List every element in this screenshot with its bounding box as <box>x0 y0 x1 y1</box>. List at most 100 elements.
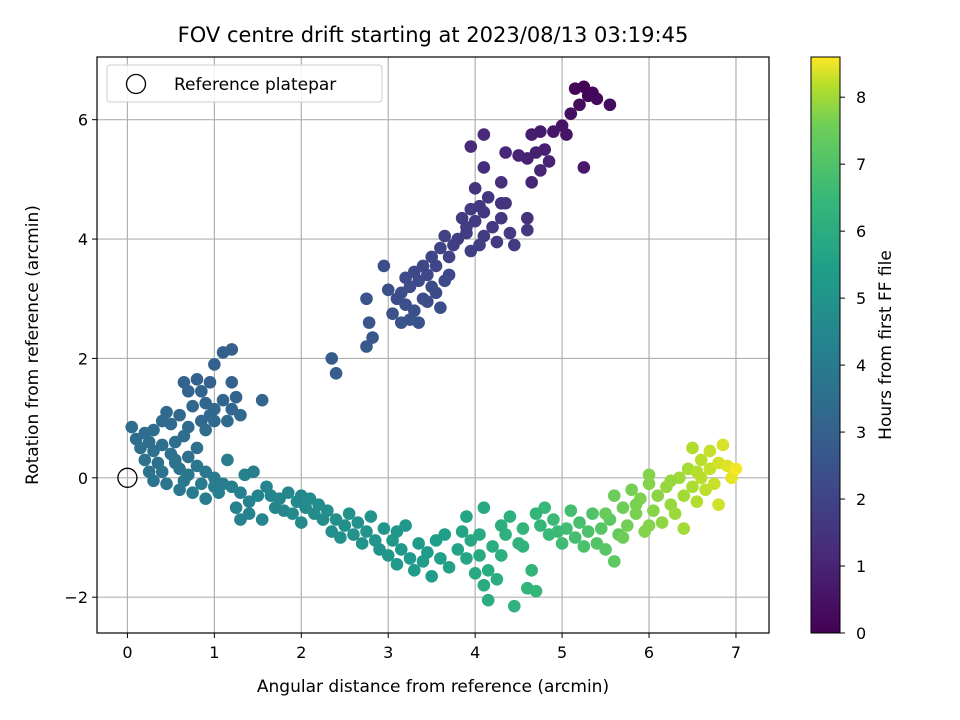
data-point-167 <box>321 504 334 517</box>
data-point-177 <box>364 510 378 523</box>
data-point-24 <box>477 161 491 174</box>
data-point-275 <box>712 498 725 511</box>
gridlines <box>97 57 769 633</box>
data-point-81 <box>460 226 473 240</box>
x-axis-label: Angular distance from reference (arcmin) <box>257 677 609 697</box>
data-point-257 <box>655 516 669 529</box>
data-point-7 <box>586 86 599 100</box>
data-point-130 <box>221 414 234 428</box>
data-point-64 <box>377 259 391 273</box>
data-point-174 <box>351 516 365 529</box>
data-point-176 <box>360 525 373 538</box>
data-point-146 <box>229 501 243 514</box>
data-point-42 <box>447 238 460 252</box>
data-point-222 <box>529 584 543 598</box>
data-point-273 <box>707 477 721 491</box>
data-point-10 <box>547 125 560 138</box>
data-point-45 <box>438 229 452 243</box>
data-point-136 <box>195 477 208 491</box>
data-point-276 <box>716 438 730 452</box>
data-point-91 <box>225 376 239 389</box>
data-point-282 <box>629 498 643 511</box>
colorbar-tick-label-0: 0 <box>856 624 866 643</box>
legend-reference-marker <box>125 73 147 95</box>
data-point-62 <box>434 301 447 314</box>
data-point-232 <box>577 540 591 553</box>
data-point-239 <box>607 555 621 568</box>
data-point-90 <box>195 384 208 398</box>
data-point-82 <box>438 274 452 288</box>
data-point-283 <box>664 474 678 488</box>
data-point-17 <box>542 155 556 168</box>
data-point-47 <box>442 250 456 264</box>
data-point-2 <box>568 82 582 95</box>
data-point-85 <box>208 358 221 371</box>
data-point-33 <box>503 226 517 240</box>
data-point-25 <box>494 176 508 189</box>
data-point-149 <box>251 489 265 503</box>
data-point-68 <box>412 316 425 329</box>
data-point-107 <box>199 423 212 437</box>
data-point-279 <box>729 462 743 476</box>
data-point-193 <box>434 552 447 565</box>
data-point-230 <box>568 531 582 544</box>
reference-platepar-marker <box>117 467 138 488</box>
data-point-93 <box>216 393 230 407</box>
colorbar <box>810 56 841 634</box>
data-point-16 <box>538 143 552 156</box>
data-point-74 <box>329 367 343 380</box>
data-point-21 <box>499 146 512 159</box>
data-point-254 <box>642 468 656 482</box>
data-point-181 <box>381 549 395 562</box>
data-point-271 <box>703 444 717 458</box>
data-point-159 <box>286 507 299 520</box>
data-point-86 <box>190 373 204 386</box>
data-point-227 <box>555 537 569 550</box>
data-point-191 <box>425 569 438 583</box>
data-points <box>125 80 743 613</box>
data-point-229 <box>564 504 578 517</box>
data-point-281 <box>642 519 656 532</box>
data-point-119 <box>138 453 152 467</box>
x-tick-label-7: 7 <box>731 643 741 662</box>
colorbar-ticks: 0 1 2 3 4 5 6 7 8 <box>840 88 866 643</box>
data-point-280 <box>690 465 704 479</box>
data-point-212 <box>473 528 486 541</box>
x-tick-label-1: 1 <box>209 643 219 662</box>
data-point-253 <box>642 477 656 491</box>
data-point-129 <box>208 414 221 428</box>
data-point-125 <box>147 474 160 488</box>
data-point-132 <box>173 483 186 497</box>
data-point-190 <box>421 546 434 559</box>
data-point-204 <box>468 567 482 580</box>
data-point-196 <box>294 489 308 503</box>
x-axis-ticks: 0 1 2 3 4 5 6 7 <box>122 633 741 662</box>
data-point-158 <box>281 486 295 500</box>
data-point-200 <box>451 543 465 556</box>
data-point-144 <box>221 453 234 467</box>
data-point-110 <box>125 420 139 434</box>
data-point-19 <box>525 176 538 189</box>
data-point-34 <box>507 238 521 252</box>
y-tick-label-2: 2 <box>78 349 88 368</box>
colorbar-tick-label-2: 2 <box>856 490 866 509</box>
data-point-44 <box>473 238 486 252</box>
data-point-207 <box>481 564 495 577</box>
legend-box <box>106 64 383 103</box>
data-point-65 <box>386 307 399 320</box>
reference-marker-group <box>117 467 138 488</box>
data-point-142 <box>212 486 226 500</box>
data-point-36 <box>464 202 478 216</box>
data-point-99 <box>255 393 269 407</box>
data-point-73 <box>325 352 339 365</box>
data-point-183 <box>390 558 404 571</box>
data-point-4 <box>573 98 586 112</box>
data-point-175 <box>355 537 369 550</box>
data-point-221 <box>525 564 538 577</box>
data-point-126 <box>160 477 173 491</box>
y-tick-label-0: −2 <box>64 588 88 607</box>
data-point-265 <box>686 480 699 494</box>
data-point-284 <box>616 531 630 544</box>
data-point-255 <box>647 504 660 517</box>
